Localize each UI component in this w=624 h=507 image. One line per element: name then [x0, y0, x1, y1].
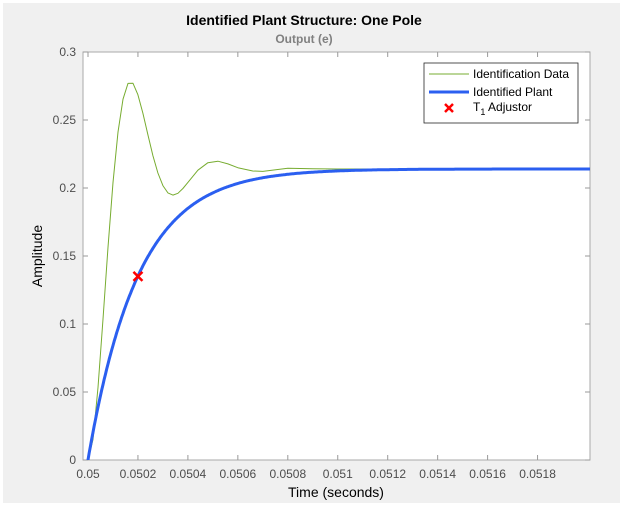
identified-plant-line	[86, 167, 590, 460]
x-tick-label: 0.0518	[519, 467, 556, 481]
chart-title: Identified Plant Structure: One Pole	[186, 12, 422, 28]
chart-subtitle: Output (e)	[275, 32, 332, 46]
y-tick-label: 0	[69, 453, 76, 467]
figure-window: Identified Plant Structure: One Pole Out…	[3, 3, 620, 503]
y-tick-label: 0.15	[53, 249, 77, 263]
y-axis-label: Amplitude	[29, 225, 45, 287]
plot-canvas: Identified Plant Structure: One Pole Out…	[29, 12, 591, 500]
y-tick-label: 0.3	[59, 45, 76, 59]
x-axis-label: Time (seconds)	[288, 484, 384, 500]
x-tick-label: 0.0514	[419, 467, 456, 481]
x-tick-label: 0.0502	[120, 467, 157, 481]
legend-label-t1-adjustor: T1 Adjustor	[473, 100, 532, 117]
legend-x-marker-icon	[444, 103, 454, 113]
x-tick-label: 0.05	[76, 467, 100, 481]
x-tick-label: 0.0504	[170, 467, 207, 481]
y-tick-label: 0.1	[59, 317, 76, 331]
x-tick-label: 0.0506	[219, 467, 256, 481]
y-axis-tick-labels: 0 0.05 0.1 0.15 0.2 0.25 0.3	[53, 45, 77, 467]
y-tick-label: 0.25	[53, 113, 77, 127]
y-tick-label: 0.2	[59, 181, 76, 195]
legend-label-identification-data: Identification Data	[473, 67, 569, 81]
legend[interactable]: Identification Data Identified Plant T1 …	[423, 62, 579, 124]
x-tick-label: 0.0508	[269, 467, 306, 481]
x-tick-label: 0.0516	[469, 467, 506, 481]
t1-adjustor-marker[interactable]	[132, 271, 144, 282]
x-tick-label: 0.051	[323, 467, 353, 481]
identification-data-line	[87, 82, 588, 460]
legend-label-identified-plant: Identified Plant	[473, 85, 553, 99]
y-tick-label: 0.05	[53, 385, 77, 399]
x-axis-tick-labels: 0.05 0.0502 0.0504 0.0506 0.0508 0.051 0.0512 0…	[76, 467, 556, 481]
x-tick-label: 0.0512	[369, 467, 406, 481]
